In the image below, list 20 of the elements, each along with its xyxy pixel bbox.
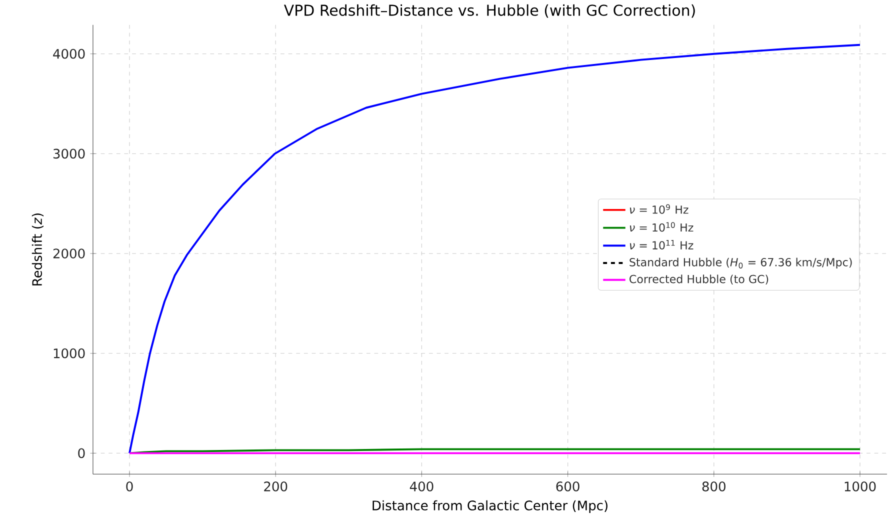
x-tick-label: 400 [410,481,434,492]
x-tick-label: 800 [702,481,726,492]
legend-label: ν = 10$^{9}$ Hz [630,204,688,214]
y-axis-title: Redshift (z) [32,213,44,286]
chart-title: VPD Redshift–Distance vs. Hubble (with GC Correction) [284,4,695,18]
legend-label: ν = 10$^{10}$ Hz [630,222,694,232]
legend-label: ν = 10$^{11}$ Hz [630,240,694,250]
y-tick-label: 4000 [53,48,85,59]
line-series [128,44,861,454]
x-tick-label: 0 [126,481,133,492]
y-tick-label: 2000 [53,248,85,258]
x-axis-title: Distance from Galactic Center (Mpc) [372,500,608,513]
legend-label: Corrected Hubble (to GC) [630,274,768,284]
y-tick-label: 3000 [53,148,85,159]
x-tick-label: 200 [264,481,288,492]
y-tick-label: 1000 [54,348,85,358]
y-tick-label: 0 [78,448,85,458]
x-tick-label: 1000 [844,481,876,492]
x-tick-label: 600 [556,481,580,492]
legend-label: Standard Hubble (H$_{0}$ = 67.36 km/s/Mpc) [630,258,852,268]
